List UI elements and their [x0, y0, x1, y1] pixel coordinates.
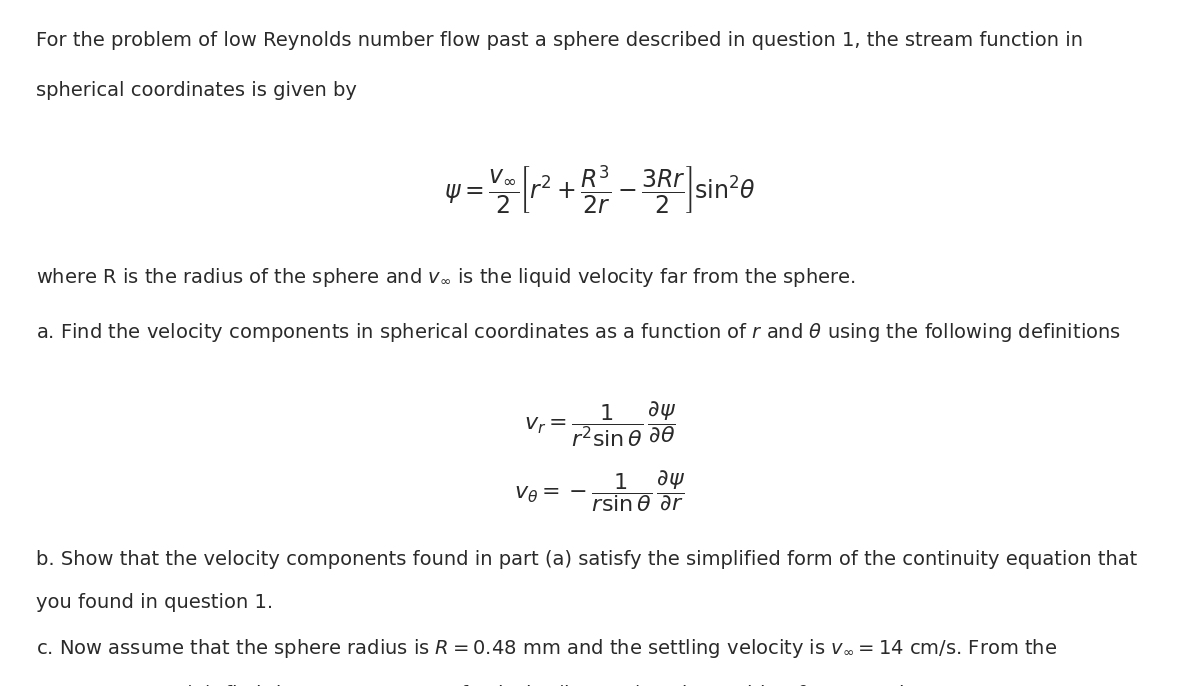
Text: b. Show that the velocity components found in part (a) satisfy the simplified fo: b. Show that the velocity components fou… — [36, 550, 1138, 569]
Text: $v_r = \dfrac{1}{r^2 \sin\theta}\, \dfrac{\partial\psi}{\partial\theta}$: $v_r = \dfrac{1}{r^2 \sin\theta}\, \dfra… — [524, 399, 676, 449]
Text: c. Now assume that the sphere radius is $R = 0.48$ mm and the settling velocity : c. Now assume that the sphere radius is … — [36, 637, 1057, 660]
Text: spherical coordinates is given by: spherical coordinates is given by — [36, 81, 356, 100]
Text: For the problem of low Reynolds number flow past a sphere described in question : For the problem of low Reynolds number f… — [36, 31, 1084, 50]
Text: $v_\theta = -\dfrac{1}{r\sin\theta}\, \dfrac{\partial\psi}{\partial r}$: $v_\theta = -\dfrac{1}{r\sin\theta}\, \d… — [515, 468, 685, 514]
Text: a. Find the velocity components in spherical coordinates as a function of $r$ an: a. Find the velocity components in spher… — [36, 321, 1121, 344]
Text: you found in question 1.: you found in question 1. — [36, 593, 274, 613]
Text: where R is the radius of the sphere and $v_{\infty}$ is the liquid velocity far : where R is the radius of the sphere and … — [36, 266, 856, 289]
Text: answer to part (a), find the $v_\theta$ component of velocity (in cm/s) at the p: answer to part (a), find the $v_\theta$ … — [36, 683, 1024, 686]
Text: $\psi = \dfrac{v_{\infty}}{2}\left[r^2 + \dfrac{R^3}{2r} - \dfrac{3Rr}{2}\right]: $\psi = \dfrac{v_{\infty}}{2}\left[r^2 +… — [444, 163, 756, 216]
